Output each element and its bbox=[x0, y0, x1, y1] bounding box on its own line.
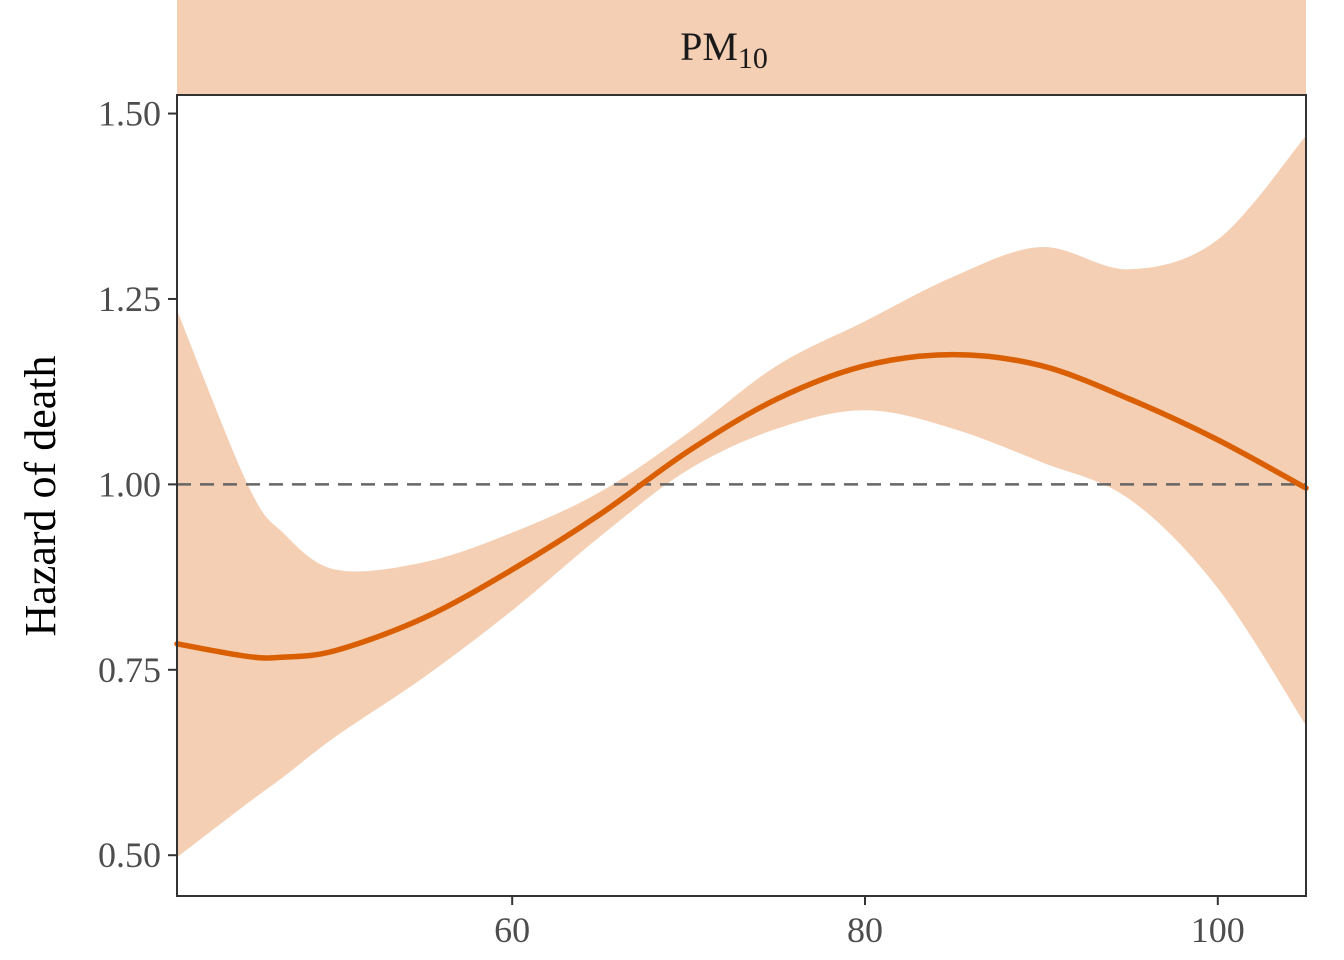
y-axis: 0.50 0.75 1.00 1.25 1.50 bbox=[98, 94, 177, 875]
facet-label-main: PM bbox=[680, 24, 738, 69]
facet-strip-label: PM10 bbox=[680, 24, 768, 75]
y-tick-label: 1.25 bbox=[98, 279, 161, 319]
x-tick-label: 100 bbox=[1191, 910, 1245, 950]
y-tick-label: 1.00 bbox=[98, 464, 161, 504]
y-axis-title: Hazard of death bbox=[16, 356, 65, 637]
facet-strip bbox=[177, 0, 1306, 95]
x-tick-label: 60 bbox=[494, 910, 530, 950]
y-tick-label: 0.75 bbox=[98, 650, 161, 690]
confidence-ribbon bbox=[177, 135, 1306, 858]
y-tick-label: 0.50 bbox=[98, 835, 161, 875]
x-tick-label: 80 bbox=[847, 910, 883, 950]
facet-label-subscript: 10 bbox=[738, 42, 768, 75]
plot-area bbox=[174, 135, 1309, 858]
plot-border bbox=[176, 94, 1307, 897]
hazard-curve bbox=[174, 351, 1309, 661]
y-tick-label: 1.50 bbox=[98, 94, 161, 134]
x-axis: 60 80 100 bbox=[494, 896, 1245, 950]
